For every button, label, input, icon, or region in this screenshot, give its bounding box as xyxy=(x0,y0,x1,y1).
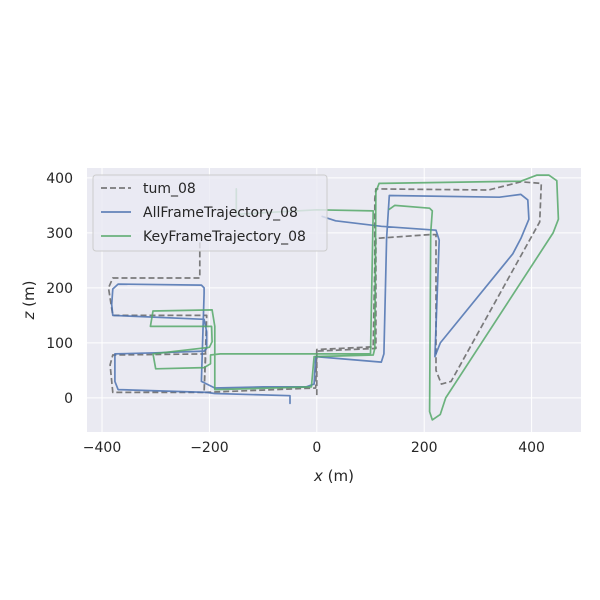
y-tick-label: 100 xyxy=(46,336,73,352)
legend: tum_08 AllFrameTrajectory_08 KeyFrameTraje… xyxy=(92,174,328,252)
x-axis-unit: (m) xyxy=(323,467,354,485)
y-tick-label: 0 xyxy=(64,391,73,407)
x-tick-label: 400 xyxy=(518,440,545,456)
y-tick-label: 400 xyxy=(46,171,73,187)
y-axis-label: z (m) xyxy=(20,281,38,321)
legend-box xyxy=(92,174,328,252)
x-tick-label: −200 xyxy=(190,440,228,456)
y-axis-unit: (m) xyxy=(20,281,38,312)
y-tick-label: 200 xyxy=(46,281,73,297)
series-line-tum-08 xyxy=(107,180,543,396)
x-axis-label: x (m) xyxy=(313,467,354,485)
x-tick-label: −400 xyxy=(83,440,121,456)
series-layer xyxy=(107,174,560,421)
legend-label-keyframetrajectory-08: KeyFrameTrajectory_08 xyxy=(143,229,306,245)
series-line-allframetrajectory-08 xyxy=(110,193,530,405)
legend-label-tum-08: tum_08 xyxy=(143,181,196,197)
y-tick-label: 300 xyxy=(46,226,73,242)
y-axis-variable: z xyxy=(20,310,38,320)
x-axis-variable: x xyxy=(313,467,323,485)
series-line-keyframetrajectory-08 xyxy=(149,174,560,421)
x-tick-label: 0 xyxy=(312,440,321,456)
x-tick-labels: −400 −200 0 200 400 xyxy=(83,440,545,456)
legend-label-allframetrajectory-08: AllFrameTrajectory_08 xyxy=(143,205,298,221)
y-tick-labels: 0 100 200 300 400 xyxy=(46,171,73,407)
x-tick-label: 200 xyxy=(411,440,438,456)
